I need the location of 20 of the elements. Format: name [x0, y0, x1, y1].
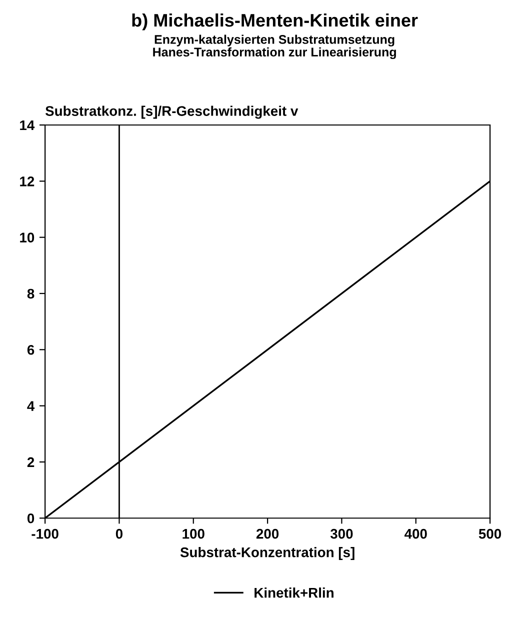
x-tick-label: 400 — [404, 528, 427, 539]
y-tick-label: 0 — [27, 513, 34, 524]
x-tick-label: 500 — [478, 528, 502, 539]
x-axis-title: Substrat-Konzentration [s] — [180, 547, 354, 560]
y-axis-title: Substratkonz. [s]/R-Geschwindigkeit v — [45, 106, 298, 119]
y-tick-label: 8 — [27, 288, 34, 299]
x-tick-label: 0 — [116, 528, 123, 539]
y-tick-label: 14 — [20, 120, 35, 130]
x-tick-label: -100 — [32, 528, 58, 539]
x-tick-label: 300 — [330, 528, 353, 539]
chart-title: b) Michaelis-Menten-Kinetik einer — [132, 13, 418, 30]
y-tick-label: 4 — [27, 401, 35, 411]
y-tick-label: 12 — [20, 176, 34, 186]
x-tick-label: 100 — [182, 528, 204, 539]
x-tick-label: 200 — [256, 528, 279, 539]
y-tick-label: 2 — [27, 457, 34, 467]
legend-label: Kinetik+Rlin — [254, 588, 334, 598]
chart-subtitle: Enzym-katalysierten Substratumsetzung Hanes-Transformation zur Linearisierung — [153, 34, 396, 60]
y-tick-label: 10 — [20, 232, 34, 242]
y-tick-label: 6 — [27, 344, 34, 355]
